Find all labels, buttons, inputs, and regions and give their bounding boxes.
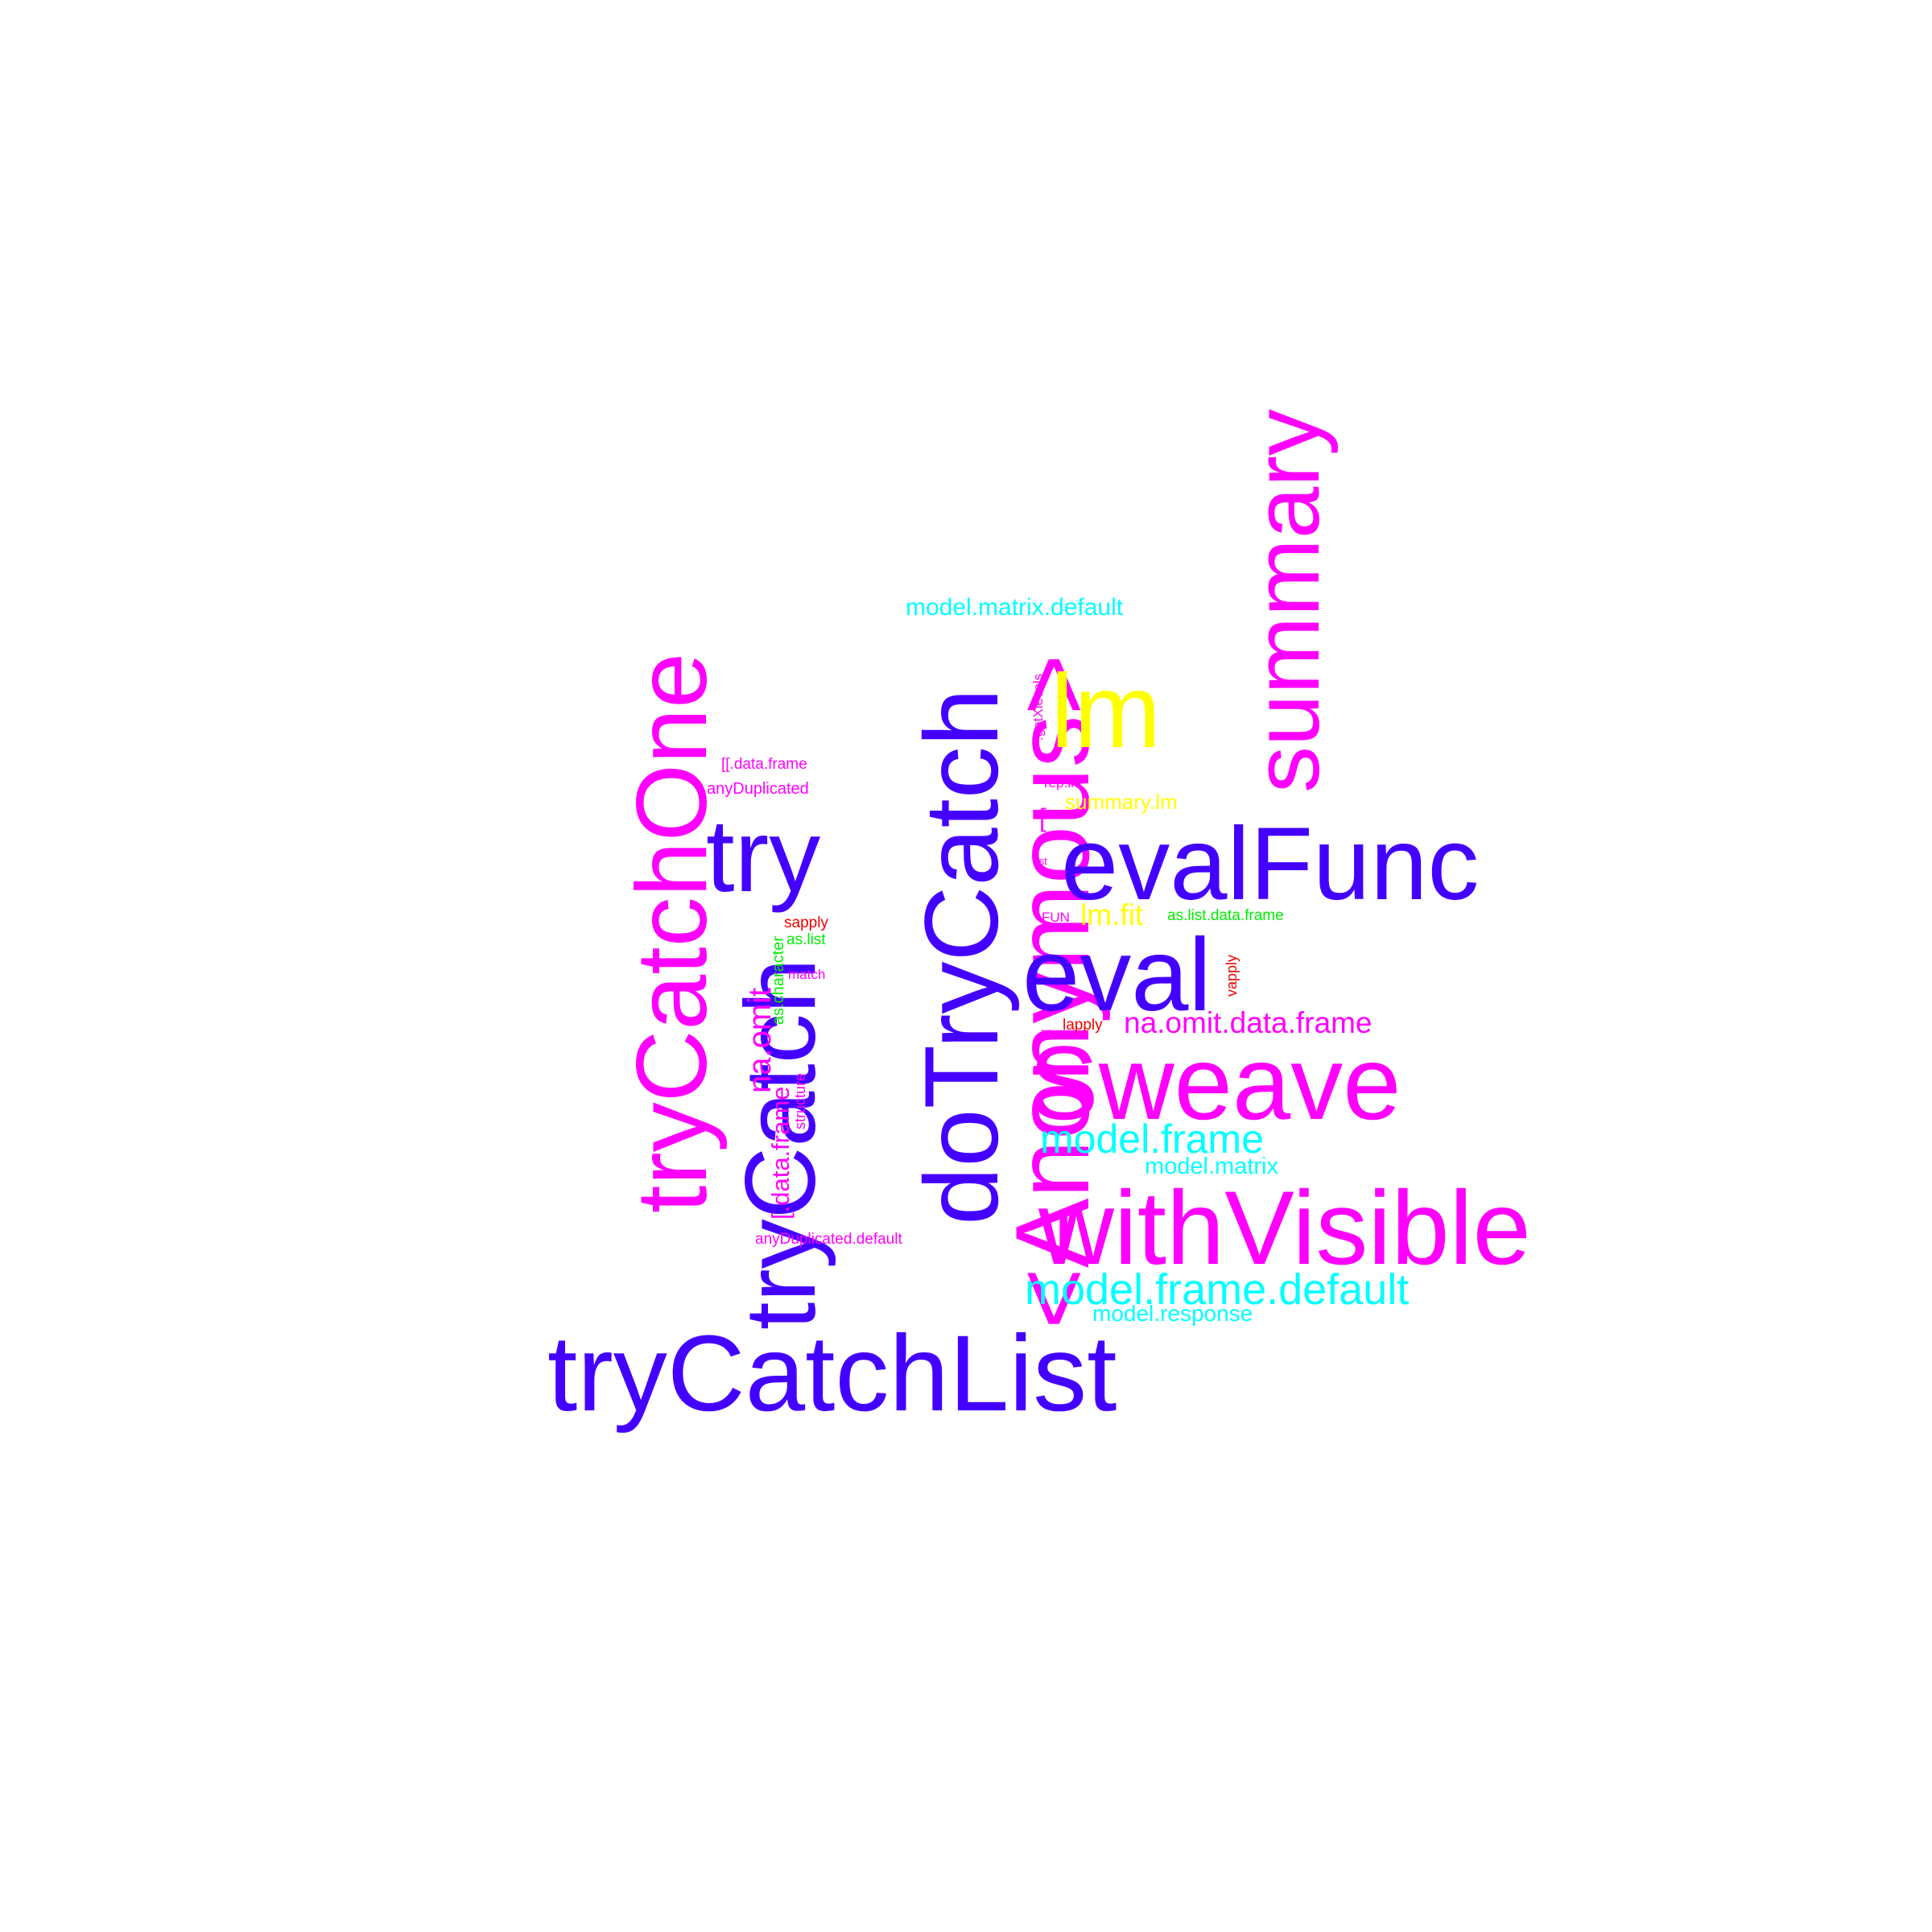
word-dbl-bracket-data-frame: [[.data.frame [721,756,807,773]
word-fun: FUN [1042,910,1070,925]
word-list: list [1034,855,1047,867]
word-model-matrix-default: model.matrix.default [906,594,1124,621]
word-model-response: model.response [1092,1301,1253,1326]
word-sweave: Sweave [1029,1024,1402,1141]
word-match: match [788,967,826,982]
word-anyduplicated-default: anyDuplicated.default [755,1231,902,1248]
word-sapply: sapply [784,914,828,931]
word-try: try [706,799,821,914]
word-withvisible: withVisible [1038,1169,1531,1286]
word-as-character: as.character [770,935,787,1025]
word-trycatchlist: tryCatchList [547,1314,1117,1434]
word-summary: summary [1234,409,1339,793]
word-evalfunc: evalFunc [1061,807,1480,922]
word-eval: eval [1022,918,1212,1033]
word-bracket-data-frame: [.data.frame [766,1086,795,1220]
word-na-omit-data-frame: na.omit.data.frame [1124,1006,1373,1039]
word-as-list: as.list [786,931,826,948]
word-lm: lm [1051,652,1162,770]
word-anyduplicated: anyDuplicated [707,780,809,798]
word-dbl-bracket: [[ [1039,1029,1051,1034]
word-lm-fit: lm.fit [1080,898,1144,931]
word-trycatchone: tryCatchOne [617,652,728,1213]
word-model-frame: model.frame [1040,1117,1264,1162]
word-structure: structure [792,1072,808,1129]
word-vapply: vapply [1224,954,1240,997]
word-rep-int: rep.int [1044,775,1083,791]
word-as-list-data-frame: as.list.data.frame [1167,907,1284,924]
word-getxlevels: .getXlevels [1030,673,1046,741]
word-model-frame-default: model.frame.default [1025,1265,1410,1314]
word-summary-lm: summary.lm [1065,790,1178,814]
word-bracket: [ [1039,803,1046,832]
word-model-matrix: model.matrix [1145,1154,1278,1179]
word-lapply: lapply [1063,1017,1103,1034]
